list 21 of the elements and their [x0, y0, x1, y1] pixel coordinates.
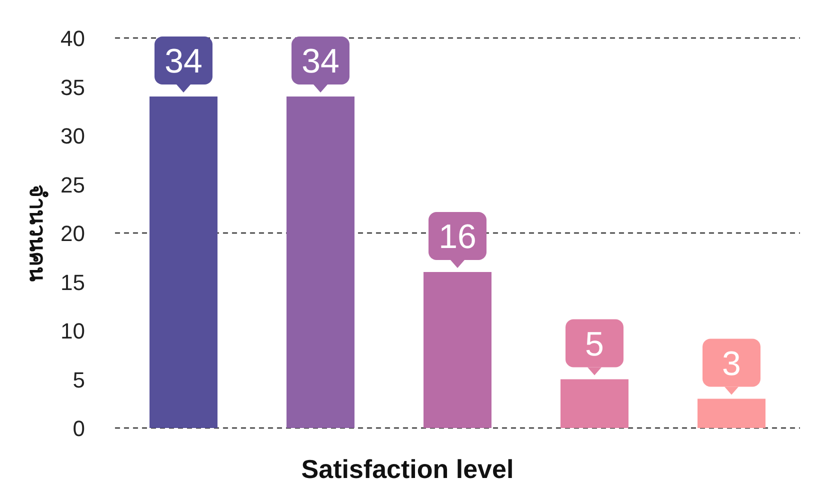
y-tick-label: 15 — [60, 270, 85, 295]
data-label: 5 — [585, 325, 604, 364]
bar — [150, 96, 218, 428]
bar — [424, 272, 492, 428]
y-tick-label: 40 — [60, 26, 85, 51]
y-tick-label: 30 — [60, 124, 85, 148]
bar — [560, 379, 628, 428]
y-tick-label: 0 — [72, 416, 85, 441]
y-tick-label: 5 — [72, 367, 85, 392]
y-tick-label: 10 — [60, 318, 85, 344]
bar — [698, 398, 766, 428]
data-label: 34 — [302, 42, 340, 80]
data-label: 3 — [722, 344, 741, 383]
y-tick-label: 35 — [60, 74, 85, 100]
y-tick-label: 20 — [60, 221, 85, 246]
data-label: 16 — [438, 218, 476, 256]
y-tick-label: 25 — [60, 172, 85, 198]
y-axis-title: จำนวนคน — [25, 184, 50, 282]
x-axis-title: Satisfaction level — [301, 454, 514, 484]
bar — [286, 96, 354, 428]
data-label: 34 — [164, 42, 202, 80]
